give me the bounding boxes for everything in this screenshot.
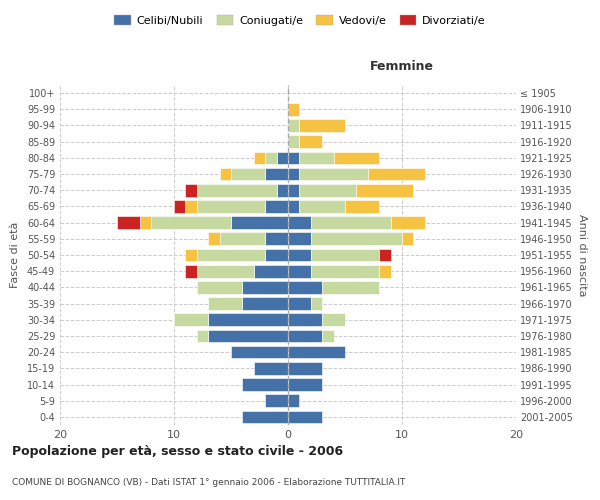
Bar xyxy=(391,216,425,229)
Bar xyxy=(220,232,265,245)
Bar xyxy=(265,168,288,180)
Bar xyxy=(288,281,322,293)
Bar xyxy=(254,152,265,164)
Bar xyxy=(379,265,391,278)
Bar xyxy=(288,248,311,262)
Bar xyxy=(402,232,413,245)
Bar xyxy=(242,410,288,423)
Bar xyxy=(185,184,197,196)
Bar xyxy=(197,330,208,342)
Bar xyxy=(288,152,299,164)
Bar xyxy=(174,314,208,326)
Bar xyxy=(322,281,379,293)
Bar xyxy=(345,200,379,212)
Bar xyxy=(288,298,311,310)
Bar xyxy=(299,168,368,180)
Text: Femmine: Femmine xyxy=(370,60,434,73)
Bar xyxy=(265,200,288,212)
Legend: Celibi/Nubili, Coniugati/e, Vedovi/e, Divorziati/e: Celibi/Nubili, Coniugati/e, Vedovi/e, Di… xyxy=(110,10,490,30)
Bar xyxy=(117,216,140,229)
Bar xyxy=(254,265,288,278)
Bar xyxy=(288,232,311,245)
Bar xyxy=(311,248,379,262)
Bar xyxy=(208,330,288,342)
Bar xyxy=(288,265,311,278)
Bar xyxy=(368,168,425,180)
Bar xyxy=(288,378,322,391)
Bar xyxy=(356,184,413,196)
Bar xyxy=(265,248,288,262)
Text: COMUNE DI BOGNANCO (VB) - Dati ISTAT 1° gennaio 2006 - Elaborazione TUTTITALIA.I: COMUNE DI BOGNANCO (VB) - Dati ISTAT 1° … xyxy=(12,478,406,487)
Bar xyxy=(288,136,299,148)
Bar xyxy=(311,232,402,245)
Bar xyxy=(197,248,265,262)
Bar xyxy=(185,248,197,262)
Bar xyxy=(265,232,288,245)
Bar xyxy=(299,184,356,196)
Bar xyxy=(288,119,299,132)
Bar xyxy=(242,298,288,310)
Bar xyxy=(299,136,322,148)
Bar xyxy=(277,152,288,164)
Bar xyxy=(288,103,299,116)
Bar xyxy=(151,216,231,229)
Bar xyxy=(231,216,288,229)
Bar xyxy=(299,200,345,212)
Bar xyxy=(208,232,220,245)
Bar xyxy=(288,314,322,326)
Bar xyxy=(288,346,345,358)
Bar xyxy=(197,265,254,278)
Bar xyxy=(208,314,288,326)
Bar xyxy=(197,200,265,212)
Bar xyxy=(197,184,277,196)
Bar xyxy=(265,152,277,164)
Y-axis label: Fasce di età: Fasce di età xyxy=(10,222,20,288)
Bar xyxy=(197,281,242,293)
Bar xyxy=(288,410,322,423)
Bar xyxy=(220,168,231,180)
Bar xyxy=(299,119,345,132)
Bar xyxy=(311,298,322,310)
Y-axis label: Anni di nascita: Anni di nascita xyxy=(577,214,587,296)
Bar xyxy=(140,216,151,229)
Bar xyxy=(288,184,299,196)
Bar xyxy=(288,216,311,229)
Bar xyxy=(379,248,391,262)
Bar xyxy=(311,216,391,229)
Bar xyxy=(208,298,242,310)
Bar xyxy=(311,265,379,278)
Bar xyxy=(322,330,334,342)
Bar xyxy=(185,265,197,278)
Bar xyxy=(254,362,288,374)
Bar xyxy=(277,184,288,196)
Bar xyxy=(322,314,345,326)
Text: Popolazione per età, sesso e stato civile - 2006: Popolazione per età, sesso e stato civil… xyxy=(12,445,343,458)
Bar xyxy=(174,200,185,212)
Bar xyxy=(242,281,288,293)
Bar xyxy=(242,378,288,391)
Bar xyxy=(288,362,322,374)
Bar xyxy=(299,152,334,164)
Bar xyxy=(231,168,265,180)
Bar xyxy=(288,168,299,180)
Bar xyxy=(265,394,288,407)
Bar xyxy=(288,200,299,212)
Bar xyxy=(334,152,379,164)
Bar xyxy=(288,394,299,407)
Bar xyxy=(231,346,288,358)
Bar xyxy=(288,330,322,342)
Bar xyxy=(185,200,197,212)
